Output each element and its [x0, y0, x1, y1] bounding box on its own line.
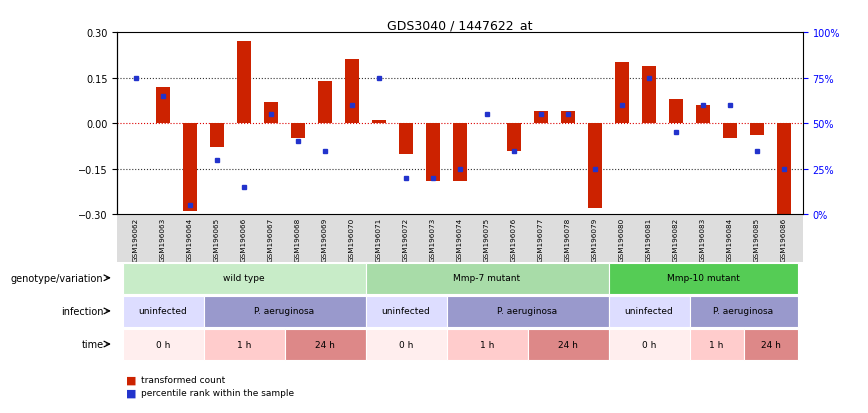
Bar	[210, 124, 225, 148]
Bar	[446, 330, 528, 360]
Text: GSM196080: GSM196080	[619, 217, 625, 261]
Bar	[668, 100, 683, 124]
Text: GSM196079: GSM196079	[592, 217, 598, 261]
Bar	[291, 124, 306, 139]
Text: ■: ■	[126, 387, 136, 397]
Bar	[534, 112, 549, 124]
Text: GSM196068: GSM196068	[295, 217, 301, 261]
Text: GSM196081: GSM196081	[646, 217, 652, 261]
Text: infection: infection	[61, 306, 103, 316]
Bar	[345, 60, 359, 124]
Bar	[425, 124, 440, 181]
Bar	[285, 330, 365, 360]
Text: GSM196076: GSM196076	[511, 217, 517, 261]
Bar	[608, 263, 798, 294]
Text: P. aeruginosa: P. aeruginosa	[497, 307, 557, 316]
Bar	[722, 124, 738, 139]
Bar	[365, 330, 446, 360]
Text: percentile rank within the sample: percentile rank within the sample	[141, 388, 294, 397]
Bar	[777, 124, 792, 215]
Text: GSM196064: GSM196064	[187, 217, 193, 261]
Bar	[318, 81, 332, 124]
Text: GSM196086: GSM196086	[781, 217, 787, 261]
Bar	[507, 124, 522, 151]
Bar	[372, 121, 386, 124]
Text: 1 h: 1 h	[480, 340, 494, 349]
Text: 24 h: 24 h	[760, 340, 780, 349]
Text: P. aeruginosa: P. aeruginosa	[254, 307, 314, 316]
Bar	[528, 330, 608, 360]
Text: wild type: wild type	[223, 274, 265, 282]
Bar	[744, 330, 798, 360]
Text: Mmp-10 mutant: Mmp-10 mutant	[667, 274, 740, 282]
Text: 24 h: 24 h	[558, 340, 578, 349]
Text: 1 h: 1 h	[237, 340, 251, 349]
Text: GSM196071: GSM196071	[376, 217, 382, 261]
Title: GDS3040 / 1447622_at: GDS3040 / 1447622_at	[387, 19, 533, 32]
Text: 1 h: 1 h	[709, 340, 724, 349]
Bar	[155, 88, 170, 124]
Text: GSM196082: GSM196082	[673, 217, 679, 261]
Text: uninfected: uninfected	[382, 307, 431, 316]
Text: GSM196077: GSM196077	[538, 217, 544, 261]
Bar	[561, 112, 575, 124]
Text: GSM196062: GSM196062	[133, 217, 139, 261]
Bar	[122, 330, 204, 360]
Text: GSM196069: GSM196069	[322, 217, 328, 261]
Bar	[122, 263, 365, 294]
Text: GSM196078: GSM196078	[565, 217, 571, 261]
Bar	[365, 297, 446, 327]
Text: GSM196065: GSM196065	[214, 217, 220, 261]
Bar	[689, 297, 798, 327]
Text: GSM196067: GSM196067	[268, 217, 274, 261]
Bar	[608, 330, 689, 360]
Bar	[264, 103, 279, 124]
Bar	[695, 106, 710, 124]
Text: time: time	[82, 339, 103, 349]
Text: 0 h: 0 h	[399, 340, 413, 349]
Bar	[122, 297, 204, 327]
Bar	[182, 124, 198, 212]
Text: ■: ■	[126, 375, 136, 385]
Text: transformed count: transformed count	[141, 375, 226, 385]
Text: GSM196085: GSM196085	[754, 217, 760, 261]
Text: Mmp-7 mutant: Mmp-7 mutant	[453, 274, 521, 282]
Text: GSM196084: GSM196084	[727, 217, 733, 261]
Bar	[750, 124, 765, 136]
Bar	[615, 63, 629, 124]
Bar	[608, 297, 689, 327]
Bar	[689, 330, 744, 360]
Bar	[237, 42, 252, 124]
Bar	[365, 263, 608, 294]
Bar	[641, 66, 656, 124]
Text: genotype/variation: genotype/variation	[10, 273, 103, 283]
Bar	[588, 124, 602, 209]
Bar	[446, 297, 608, 327]
Text: GSM196070: GSM196070	[349, 217, 355, 261]
Text: GSM196074: GSM196074	[457, 217, 463, 261]
Text: GSM196066: GSM196066	[241, 217, 247, 261]
Text: GSM196063: GSM196063	[160, 217, 166, 261]
Text: GSM196072: GSM196072	[403, 217, 409, 261]
Bar	[452, 124, 468, 181]
Text: GSM196075: GSM196075	[484, 217, 490, 261]
Bar	[204, 297, 365, 327]
Text: P. aeruginosa: P. aeruginosa	[713, 307, 773, 316]
Text: 24 h: 24 h	[315, 340, 335, 349]
Text: uninfected: uninfected	[625, 307, 674, 316]
Bar	[204, 330, 285, 360]
Text: uninfected: uninfected	[139, 307, 187, 316]
Bar	[398, 124, 413, 154]
Text: GSM196073: GSM196073	[430, 217, 436, 261]
Text: GSM196083: GSM196083	[700, 217, 706, 261]
Text: 0 h: 0 h	[641, 340, 656, 349]
Text: 0 h: 0 h	[156, 340, 170, 349]
